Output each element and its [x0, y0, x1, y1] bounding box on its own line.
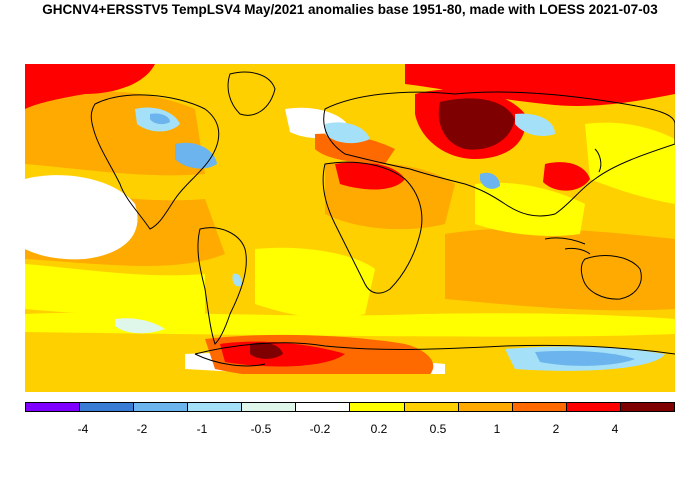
coastline-africa: [322, 161, 423, 294]
coastline-north-america: [90, 94, 220, 230]
anomaly-region: [438, 98, 515, 150]
anomaly-region: [150, 113, 170, 125]
anomaly-region: [25, 91, 205, 176]
anomaly-region: [515, 113, 555, 136]
legend-swatch: [349, 403, 404, 411]
legend-swatch: [619, 403, 675, 411]
anomaly-region: [480, 172, 500, 189]
anomaly-region: [543, 162, 590, 191]
legend-swatch: [565, 403, 620, 411]
anomaly-region: [535, 350, 635, 366]
legend-tick-label: 0.2: [370, 422, 388, 436]
legend-tick-label: 0.5: [429, 422, 447, 436]
anomaly-region: [25, 374, 675, 392]
legend-tick-label: -0.5: [250, 422, 272, 436]
legend-tick-label: -4: [77, 422, 89, 436]
anomaly-region: [175, 142, 217, 169]
coastline-europe-asia: [323, 91, 675, 217]
legend-tick-label: 4: [611, 422, 619, 436]
legend-tick-label: 1: [493, 422, 501, 436]
legend-tick-label: -1: [196, 422, 208, 436]
coastline-south-america: [197, 227, 247, 345]
legend-tick-label: 2: [552, 422, 560, 436]
anomaly-region: [25, 175, 138, 260]
map-title: GHCNV4+ERSSTV5 TempLSV4 May/2021 anomali…: [42, 2, 658, 17]
anomaly-region: [25, 264, 205, 317]
anomaly-region: [25, 64, 155, 109]
anomaly-region: [25, 312, 675, 337]
anomaly-regions: [25, 64, 675, 392]
legend-swatch: [295, 403, 350, 411]
legend-swatch: [79, 403, 134, 411]
legend-swatch: [25, 403, 80, 411]
anomaly-region: [475, 182, 585, 236]
legend-swatch: [187, 403, 242, 411]
legend-swatch: [457, 403, 512, 411]
anomaly-region: [445, 228, 675, 311]
legend-tick-label: -0.2: [309, 422, 331, 436]
coastlines: [90, 71, 675, 367]
coastline-japan: [594, 148, 602, 173]
coastline-indonesia: [544, 237, 591, 255]
legend-swatch: [133, 403, 188, 411]
legend-swatch: [403, 403, 458, 411]
anomaly-region: [315, 133, 395, 164]
anomaly-region: [232, 273, 242, 287]
coastline-australia: [580, 255, 642, 300]
coastline-greenland: [227, 71, 276, 116]
legend-tick-label: -2: [136, 422, 148, 436]
legend-swatch: [511, 403, 566, 411]
anomaly-region: [585, 122, 675, 204]
anomaly-region: [255, 247, 375, 319]
temperature-anomaly-map: [25, 64, 675, 392]
anomaly-region: [405, 64, 675, 106]
color-legend: [25, 402, 675, 412]
anomaly-region: [325, 122, 370, 144]
coastline-antarctica: [194, 342, 675, 367]
legend-swatch: [241, 403, 296, 411]
anomaly-region: [250, 342, 283, 359]
anomaly-region: [115, 318, 165, 334]
